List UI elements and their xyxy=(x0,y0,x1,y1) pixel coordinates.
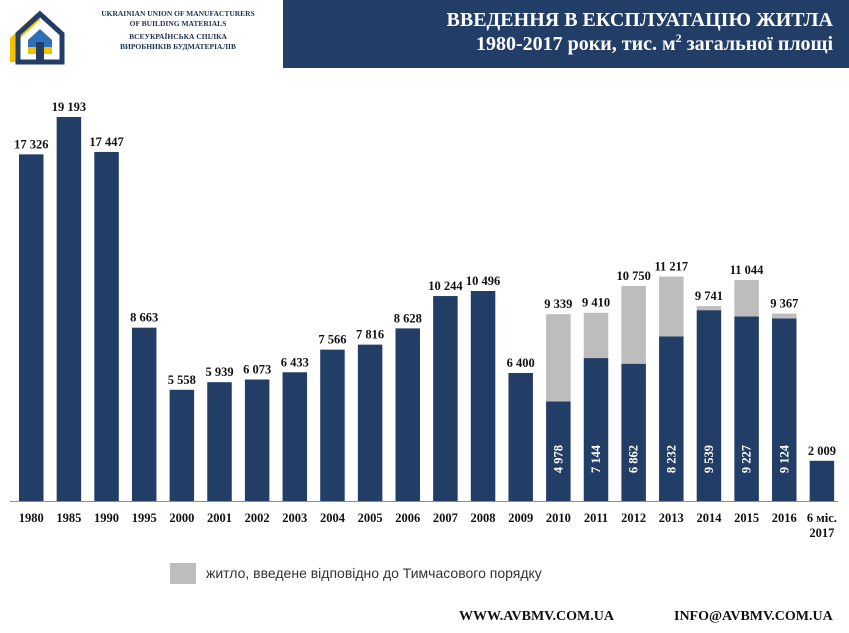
total-label-14: 9 339 xyxy=(544,297,572,311)
bar-temporary-18 xyxy=(696,306,722,311)
bar-7 xyxy=(282,372,308,501)
category-label-19: 2015 xyxy=(734,511,759,525)
bar-0 xyxy=(19,154,44,501)
category-label-16: 2012 xyxy=(621,511,646,525)
bar-temporary-16 xyxy=(621,285,646,364)
total-label-15: 9 410 xyxy=(582,296,610,310)
chart-title: ВВЕДЕННЯ В ЕКСПЛУАТАЦІЮ ЖИТЛА xyxy=(446,9,833,31)
bar-17 xyxy=(659,336,684,501)
bar-temporary-17 xyxy=(659,276,684,337)
total-label-6: 6 073 xyxy=(243,362,271,376)
bar-temporary-19 xyxy=(734,280,759,317)
category-label-8: 2004 xyxy=(320,511,346,525)
bar-3 xyxy=(131,327,157,501)
total-label-8: 7 566 xyxy=(318,333,346,347)
org-en-line2: OF BUILDING MATERIALS xyxy=(129,18,227,28)
category-label-0: 1980 xyxy=(19,511,44,525)
org-ua-line1: ВСЕУКРАЇНСЬКА СПІЛКА xyxy=(129,32,227,41)
category-label-4: 2000 xyxy=(169,511,194,525)
organization-name: UKRAINIAN UNION OF MANUFACTURERS OF BUIL… xyxy=(76,9,280,51)
title-box: ВВЕДЕННЯ В ЕКСПЛУАТАЦІЮ ЖИТЛА 1980-2017 … xyxy=(283,0,849,68)
inner-label-17: 8 232 xyxy=(664,445,678,473)
total-label-17: 11 217 xyxy=(654,260,688,274)
inner-label-14: 4 978 xyxy=(551,445,565,473)
category-label-3: 1995 xyxy=(132,511,157,525)
bar-12 xyxy=(470,291,496,501)
total-label-16: 10 750 xyxy=(616,269,650,283)
category-label-9: 2005 xyxy=(358,511,383,525)
inner-label-18: 9 539 xyxy=(702,445,716,473)
total-label-19: 11 044 xyxy=(730,263,764,277)
bar-19 xyxy=(734,316,759,501)
category-label-1: 1985 xyxy=(56,511,81,525)
total-label-9: 7 816 xyxy=(356,328,384,342)
bar-1 xyxy=(56,117,82,501)
total-label-1: 19 193 xyxy=(52,100,86,114)
subtitle-text: 1980-2017 роки, тис. м xyxy=(475,33,676,55)
bar-temporary-14 xyxy=(546,314,571,402)
bar-14 xyxy=(546,401,571,501)
bar-9 xyxy=(357,344,383,501)
total-label-0: 17 326 xyxy=(14,137,48,151)
email-link[interactable]: INFO@AVBMV.COM.UA xyxy=(674,609,833,624)
category-label-18: 2014 xyxy=(696,511,722,525)
house-with-ukrainian-flag-logo xyxy=(10,10,65,65)
total-label-21: 2 009 xyxy=(808,444,836,458)
org-en-line1: UKRAINIAN UNION OF MANUFACTURERS xyxy=(101,9,255,18)
chart-subtitle: 1980-2017 роки, тис. м2 загальної площі xyxy=(283,32,833,56)
category-label-15: 2011 xyxy=(584,511,608,525)
category-label-5: 2001 xyxy=(207,511,232,525)
total-label-12: 10 496 xyxy=(466,274,500,288)
bar-18 xyxy=(696,310,722,501)
header: UKRAINIAN UNION OF MANUFACTURERS OF BUIL… xyxy=(0,0,849,68)
total-label-13: 6 400 xyxy=(507,356,535,370)
bar-2 xyxy=(94,151,119,501)
category-label-17: 2013 xyxy=(659,511,684,525)
category-label-6: 2002 xyxy=(245,511,270,525)
total-label-10: 8 628 xyxy=(394,311,422,325)
total-label-3: 8 663 xyxy=(130,311,158,325)
bar-temporary-15 xyxy=(583,312,609,359)
subtitle-superscript: 2 xyxy=(675,31,682,45)
bar-20 xyxy=(772,318,797,501)
total-label-5: 5 939 xyxy=(205,365,233,379)
bar-11 xyxy=(433,296,458,501)
category-label-11: 2007 xyxy=(433,511,458,525)
subtitle-text-end: загальної площі xyxy=(681,33,833,55)
total-label-11: 10 244 xyxy=(428,279,463,293)
total-label-7: 6 433 xyxy=(281,355,309,369)
bar-5 xyxy=(207,382,232,501)
inner-label-16: 6 862 xyxy=(627,445,641,473)
legend-swatch xyxy=(170,563,196,584)
bar-8 xyxy=(320,349,345,501)
inner-label-19: 9 227 xyxy=(740,445,754,473)
website-link[interactable]: WWW.AVBMV.COM.UA xyxy=(459,609,614,624)
total-label-4: 5 558 xyxy=(168,373,196,387)
bar-temporary-20 xyxy=(772,313,797,319)
inner-label-15: 7 144 xyxy=(589,444,603,473)
bar-15 xyxy=(583,358,609,501)
category-label-21: 6 міс. xyxy=(807,511,837,525)
category-label-14: 2010 xyxy=(546,511,571,525)
total-label-2: 17 447 xyxy=(89,135,123,149)
bar-6 xyxy=(244,379,270,501)
bar-4 xyxy=(169,389,195,501)
category-label-13: 2009 xyxy=(508,511,533,525)
category-label-2: 1990 xyxy=(94,511,119,525)
category-label-21-line2: 2017 xyxy=(809,526,834,540)
bar-13 xyxy=(508,372,533,501)
bar-10 xyxy=(395,328,420,501)
bar-chart: 17 326 1980 19 193 1985 17 447 1990 8 663 1995 5… xyxy=(10,100,838,540)
bar-16 xyxy=(621,363,646,501)
inner-label-20: 9 124 xyxy=(777,444,791,473)
category-label-12: 2008 xyxy=(471,511,496,525)
bar-21 xyxy=(809,460,835,501)
category-label-10: 2006 xyxy=(395,511,420,525)
legend-label: житло, введене відповідно до Тимчасового… xyxy=(206,565,542,581)
category-label-20: 2016 xyxy=(772,511,797,525)
total-label-20: 9 367 xyxy=(770,297,798,311)
total-label-18: 9 741 xyxy=(695,289,723,303)
org-ua-line2: ВИРОБНИКІВ БУДМАТЕРІАЛІВ xyxy=(120,41,236,51)
category-label-7: 2003 xyxy=(282,511,307,525)
